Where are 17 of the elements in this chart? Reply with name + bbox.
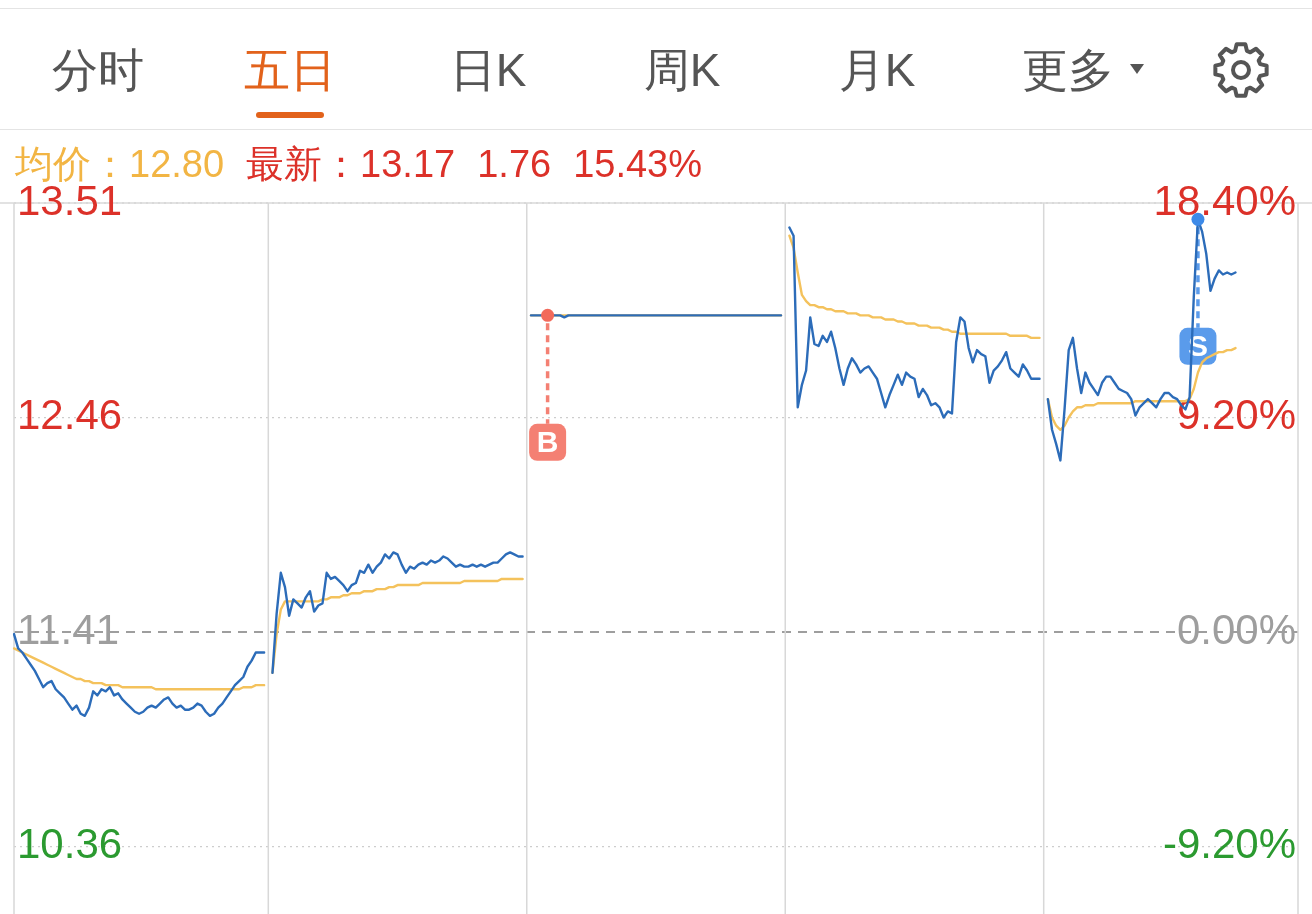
y-tick-label: 10.36: [17, 820, 123, 868]
text: 分时: [52, 44, 144, 96]
text: 五日: [244, 44, 336, 96]
text: 周K: [643, 44, 721, 96]
text: 日K: [449, 44, 527, 96]
text: 月K: [838, 44, 916, 96]
data-label: B: [536, 424, 559, 458]
y2-tick-label: 0.00%: [1176, 605, 1296, 653]
y2-tick-label: -9.20%: [1162, 820, 1296, 868]
text: 更多: [1022, 44, 1114, 96]
text: 15.43%: [573, 143, 703, 185]
text: 1.76: [477, 143, 552, 185]
y2-tick-label: 18.40%: [1153, 176, 1296, 224]
y2-tick-label: 9.20%: [1176, 391, 1296, 439]
y-tick-label: 12.46: [17, 391, 123, 439]
y-tick-label: 11.41: [17, 605, 119, 653]
text: 最新：13.17: [246, 143, 456, 185]
